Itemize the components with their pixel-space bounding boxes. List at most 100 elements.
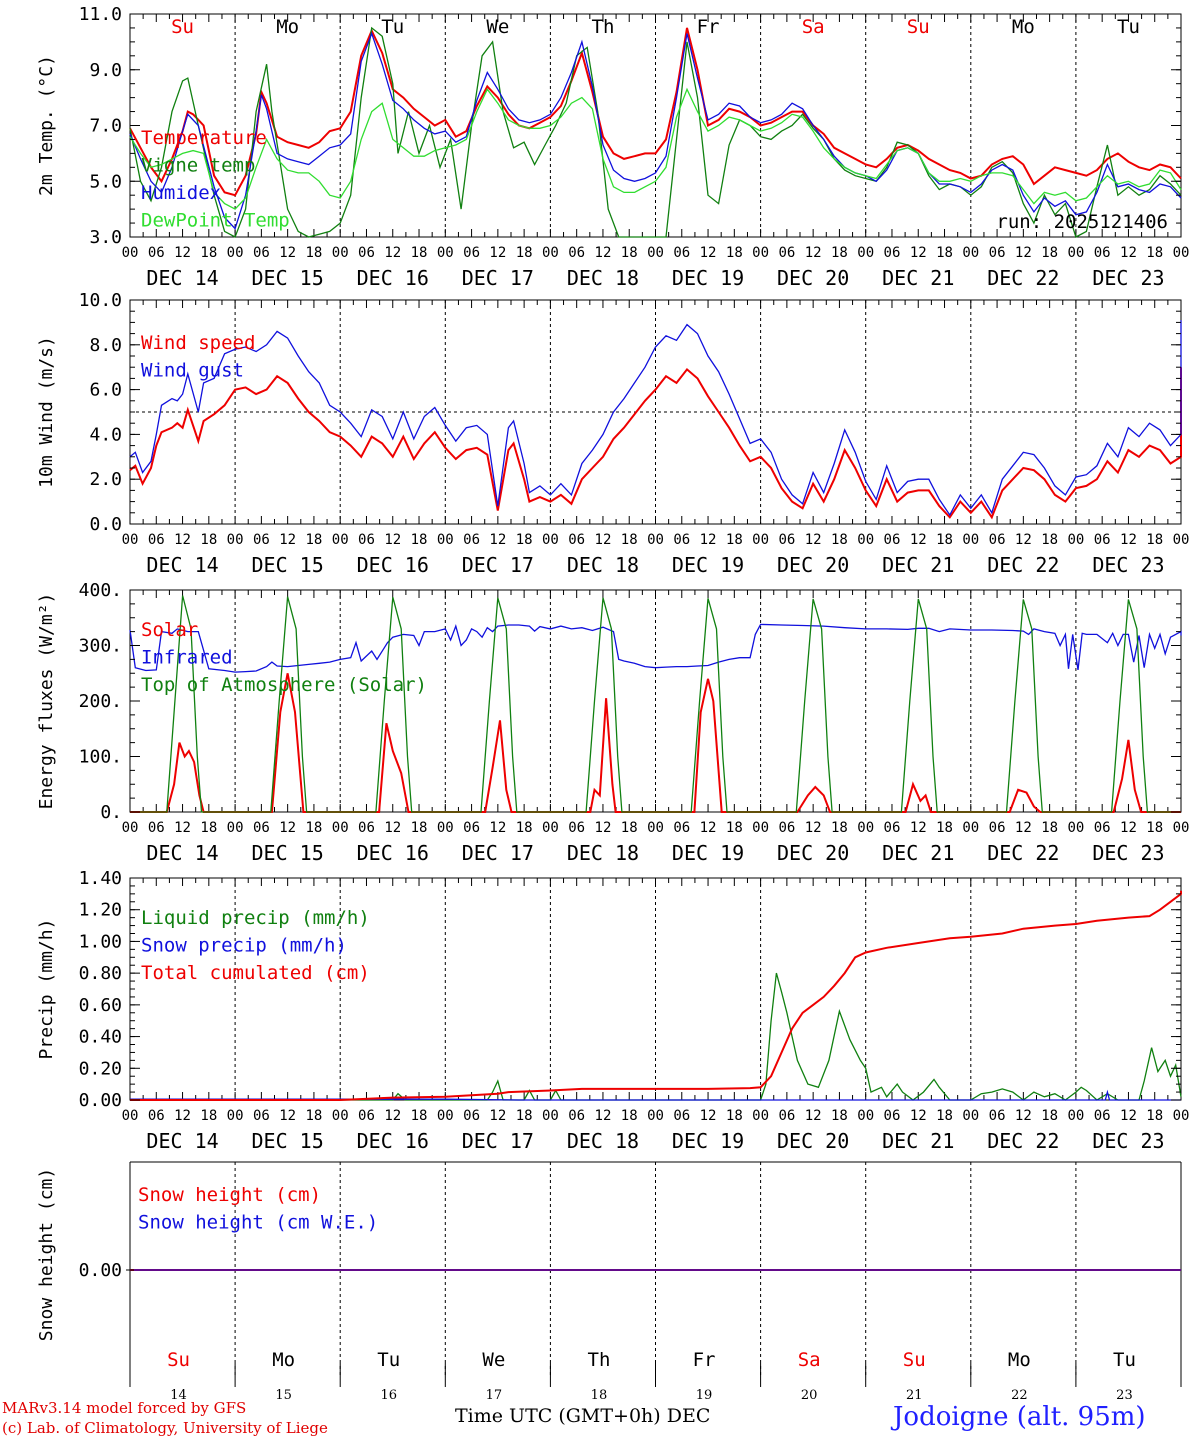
y-axis-label: Snow height (cm)	[36, 1168, 57, 1341]
hour-label: 00	[542, 1108, 559, 1124]
legend-entry: Wind gust	[141, 360, 244, 382]
series-line-wind-gust	[129, 320, 1182, 517]
hour-label: 00	[227, 1108, 244, 1124]
legend-entry: Humidex	[141, 182, 221, 204]
lab-credit: (c) Lab. of Climatology, University of L…	[2, 1419, 328, 1437]
legend-entry: Temperature	[141, 127, 267, 149]
hour-label: 12	[700, 1108, 717, 1124]
model-credit: MARv3.14 model forced by GFS	[2, 1399, 247, 1417]
hour-label: 12	[1120, 820, 1137, 836]
hour-label: 12	[805, 1108, 822, 1124]
date-label: DEC 20	[777, 1129, 849, 1153]
date-label: DEC 20	[777, 841, 849, 865]
y-tick-label: 0.00	[79, 1260, 122, 1281]
legend-entry: DewPoint Temp	[141, 210, 290, 232]
date-label: DEC 20	[777, 266, 849, 290]
hour-label: 12	[489, 820, 506, 836]
series-line-wind-speed	[129, 367, 1182, 520]
hour-label: 00	[857, 820, 874, 836]
hour-label: 12	[595, 532, 612, 548]
hour-label: 00	[542, 532, 559, 548]
hour-label: 18	[411, 245, 428, 261]
hour-label: 12	[910, 532, 927, 548]
hour-label: 06	[884, 245, 901, 261]
series-line-temperature	[129, 27, 1182, 197]
hour-label: 00	[122, 245, 139, 261]
hour-label: 06	[1094, 820, 1111, 836]
hour-label: 12	[1015, 245, 1032, 261]
hour-label: 00	[332, 820, 349, 836]
day-name-top: Sa	[802, 16, 825, 38]
hour-label: 18	[831, 820, 848, 836]
date-label: DEC 14	[146, 553, 218, 577]
y-tick-label: 9.0	[89, 60, 122, 81]
hour-label: 00	[332, 1108, 349, 1124]
date-label: DEC 22	[987, 841, 1059, 865]
hour-label: 00	[1173, 1108, 1190, 1124]
day-number: 15	[275, 1388, 292, 1403]
day-name-top: Mo	[276, 16, 299, 38]
hour-label: 18	[200, 245, 217, 261]
hour-label: 00	[1173, 245, 1190, 261]
hour-label: 00	[1173, 820, 1190, 836]
hour-label: 06	[778, 532, 795, 548]
hour-label: 12	[174, 1108, 191, 1124]
hour-label: 18	[1146, 532, 1163, 548]
hour-label: 06	[253, 1108, 270, 1124]
day-number: 22	[1011, 1388, 1028, 1403]
date-label: DEC 19	[672, 553, 744, 577]
date-label: DEC 15	[252, 553, 324, 577]
date-label: DEC 18	[567, 553, 639, 577]
date-label: DEC 19	[672, 1129, 744, 1153]
hour-label: 18	[411, 1108, 428, 1124]
hour-label: 00	[752, 245, 769, 261]
hour-label: 18	[726, 532, 743, 548]
hour-label: 06	[673, 245, 690, 261]
hour-label: 12	[805, 820, 822, 836]
hour-label: 18	[1041, 532, 1058, 548]
hour-label: 12	[910, 820, 927, 836]
legend-entry: Snow height (cm)	[138, 1184, 321, 1206]
hour-label: 18	[411, 820, 428, 836]
day-name-top: We	[486, 16, 509, 38]
hour-label: 00	[962, 532, 979, 548]
day-name-bottom: Sa	[798, 1349, 821, 1371]
hour-label: 06	[673, 1108, 690, 1124]
hour-label: 00	[647, 1108, 664, 1124]
y-tick-label: 11.0	[79, 4, 122, 25]
y-tick-label: 6.0	[89, 380, 122, 401]
hour-label: 06	[884, 820, 901, 836]
hour-label: 12	[1015, 1108, 1032, 1124]
y-tick-label: 300.	[79, 636, 122, 657]
day-name-top: Su	[907, 16, 930, 38]
y-tick-label: 100.	[79, 747, 122, 768]
series-line-total-cumulated-cm-	[130, 890, 1182, 1101]
day-number: 20	[801, 1388, 818, 1403]
hour-label: 06	[253, 532, 270, 548]
hour-label: 06	[253, 820, 270, 836]
hour-label: 00	[542, 820, 559, 836]
hour-label: 06	[148, 1108, 165, 1124]
hour-label: 00	[647, 245, 664, 261]
day-number: 17	[486, 1388, 503, 1403]
hour-label: 06	[1094, 245, 1111, 261]
hour-label: 18	[516, 820, 533, 836]
hour-label: 06	[673, 532, 690, 548]
date-label: DEC 19	[672, 266, 744, 290]
station-name: Jodoigne (alt. 95m)	[893, 1402, 1146, 1432]
day-name-bottom: Su	[167, 1349, 190, 1371]
date-label: DEC 21	[882, 841, 954, 865]
date-label: DEC 20	[777, 553, 849, 577]
day-number: 23	[1116, 1388, 1133, 1403]
hour-label: 00	[122, 820, 139, 836]
hour-label: 12	[174, 245, 191, 261]
date-label: DEC 23	[1092, 1129, 1164, 1153]
hour-label: 18	[726, 245, 743, 261]
hour-label: 18	[305, 532, 322, 548]
hour-label: 00	[962, 1108, 979, 1124]
hour-label: 12	[489, 245, 506, 261]
date-label: DEC 18	[567, 266, 639, 290]
day-name-top: Tu	[381, 16, 404, 38]
date-label: DEC 14	[146, 1129, 218, 1153]
legend-entry: Liquid precip (mm/h)	[141, 907, 370, 929]
